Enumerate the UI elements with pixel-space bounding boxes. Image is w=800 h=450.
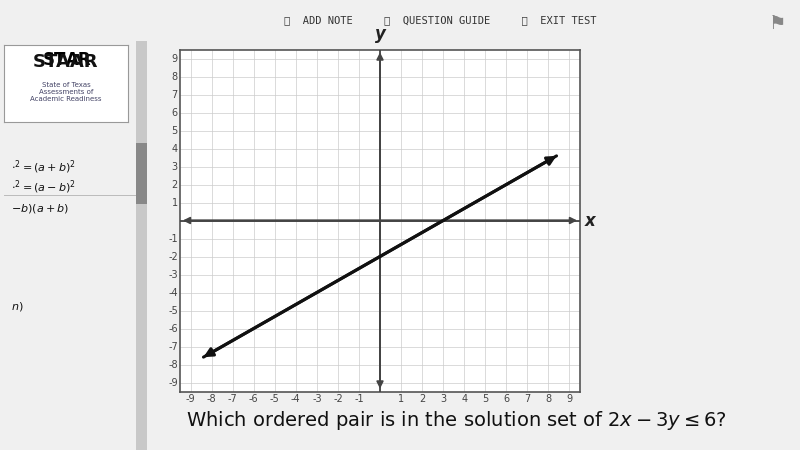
Bar bbox=[136, 143, 147, 204]
Text: State of Texas
Assessments of
Academic Readiness: State of Texas Assessments of Academic R… bbox=[30, 82, 102, 103]
Text: $\cdot^2 = (a - b)^2$: $\cdot^2 = (a - b)^2$ bbox=[10, 178, 76, 196]
Text: ⚑: ⚑ bbox=[770, 15, 786, 34]
Text: ⓵  ADD NOTE     ⓶  QUESTION GUIDE     ⓷  EXIT TEST: ⓵ ADD NOTE ⓶ QUESTION GUIDE ⓷ EXIT TEST bbox=[284, 15, 596, 25]
Text: STAAR: STAAR bbox=[34, 53, 98, 71]
Text: $\cdot^2 = (a + b)^2$: $\cdot^2 = (a + b)^2$ bbox=[10, 158, 76, 176]
Text: AR: AR bbox=[66, 51, 92, 69]
Text: Which ordered pair is in the solution set of $2x - 3y \leq 6$?: Which ordered pair is in the solution se… bbox=[186, 409, 727, 432]
Text: ST: ST bbox=[42, 51, 66, 69]
Text: $n)$: $n)$ bbox=[10, 301, 23, 313]
Text: x: x bbox=[584, 212, 595, 230]
Text: $- b)(a + b)$: $- b)(a + b)$ bbox=[10, 202, 69, 216]
Bar bbox=[136, 40, 147, 450]
Text: y: y bbox=[374, 25, 386, 43]
